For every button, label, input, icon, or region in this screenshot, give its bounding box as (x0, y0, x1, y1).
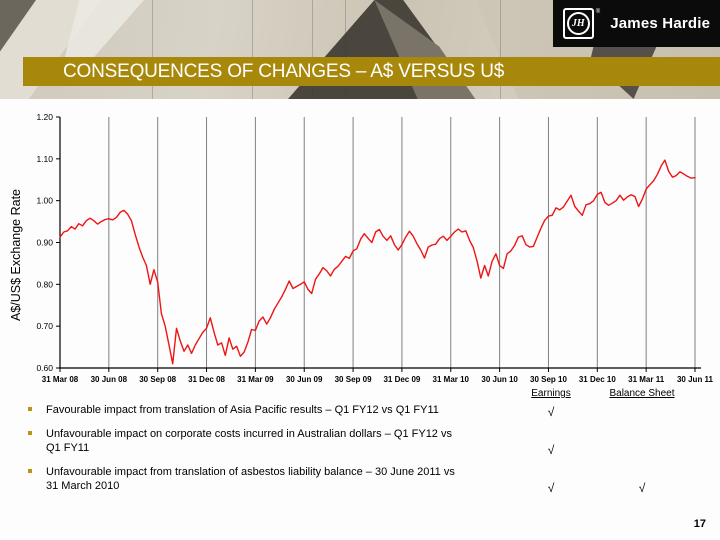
james-hardie-logo-icon: JH (562, 8, 594, 39)
y-tick-label: 0.60 (36, 363, 53, 373)
impact-row: Favourable impact from translation of As… (28, 403, 696, 418)
earnings-check: √ (547, 442, 555, 457)
x-tick-label: 30 Sep 08 (139, 375, 176, 384)
exchange-rate-chart-area: 0.60 0.70 0.80 0.90 1.00 1.10 1.20 31 Mar 08 30 … (0, 95, 720, 387)
impact-text: Unfavourable impact on corporate costs i… (28, 427, 510, 456)
logo-circle: JH (566, 12, 590, 35)
y-tick-label: 1.00 (36, 196, 53, 206)
x-tick-label: 31 Mar 08 (42, 375, 79, 384)
title-banner: CONSEQUENCES OF CHANGES – A$ VERSUS U$ (23, 57, 720, 86)
y-axis-label: A$/US$ Exchange Rate (9, 189, 23, 321)
registered-trademark-icon: ® (595, 8, 601, 15)
balance-sheet-column-header: Balance Sheet (609, 388, 675, 399)
bullet-square-icon (28, 407, 32, 411)
y-tick-label: 1.20 (36, 112, 53, 122)
impact-row: Unfavourable impact on corporate costs i… (28, 427, 696, 456)
x-tick-label: 31 Mar 09 (237, 375, 274, 384)
x-tick-label: 30 Sep 10 (530, 375, 567, 384)
balance-sheet-check: √ (638, 480, 646, 495)
impact-text: Favourable impact from translation of As… (28, 403, 510, 418)
impact-text-line: Unfavourable impact on corporate costs i… (46, 427, 452, 440)
impact-text-line: 31 March 2010 (46, 480, 120, 493)
page-number: 17 (693, 518, 706, 530)
x-tick-label: 31 Mar 10 (433, 375, 470, 384)
earnings-check: √ (547, 480, 555, 495)
x-tick-label: 30 Jun 11 (677, 375, 714, 384)
impacts-header-row: Earnings Balance Sheet (28, 388, 696, 403)
impacts-header-spacer (28, 388, 510, 403)
impact-text: Unfavourable impact from translation of … (28, 465, 510, 494)
logo-text: James Hardie (610, 15, 711, 32)
page-title: CONSEQUENCES OF CHANGES – A$ VERSUS U$ (63, 60, 505, 82)
x-tick-label: 31 Mar 11 (628, 375, 665, 384)
photo-seam (252, 0, 253, 99)
logo-monogram: JH (571, 17, 585, 29)
impact-text-line: Q1 FY11 (46, 442, 90, 455)
photo-seam (500, 0, 501, 99)
photo-seam (152, 0, 153, 99)
y-tick-label: 0.90 (36, 238, 53, 248)
photo-seam (345, 0, 346, 99)
y-tick-label: 0.70 (36, 321, 53, 331)
impact-text-line: Favourable impact from translation of As… (46, 404, 439, 416)
x-tick-label: 31 Dec 08 (188, 375, 225, 384)
earnings-check: √ (547, 404, 555, 419)
x-tick-label: 31 Dec 10 (579, 375, 616, 384)
earnings-column-header: Earnings (531, 388, 571, 399)
exchange-rate-line (59, 159, 696, 365)
impact-row: Unfavourable impact from translation of … (28, 465, 696, 494)
y-tick-label: 1.10 (36, 154, 53, 164)
y-tick-label: 0.80 (36, 279, 53, 289)
impacts-section: Earnings Balance Sheet Favourable impact… (28, 388, 696, 503)
exchange-rate-chart: 0.60 0.70 0.80 0.90 1.00 1.10 1.20 31 Mar 08 30 … (9, 112, 714, 384)
bullet-square-icon (28, 430, 32, 435)
company-logo: JH ® James Hardie (553, 0, 720, 47)
x-tick-label: 30 Jun 10 (481, 375, 518, 384)
x-tick-label: 31 Dec 09 (383, 375, 420, 384)
impacts-rows: Favourable impact from translation of As… (28, 403, 696, 494)
x-tick-label: 30 Jun 08 (91, 375, 128, 384)
x-tick-label: 30 Sep 09 (335, 375, 372, 384)
bullet-square-icon (28, 468, 32, 473)
x-tick-label: 30 Jun 09 (286, 375, 323, 384)
impact-text-line: Unfavourable impact from translation of … (46, 465, 455, 478)
photo-seam (312, 0, 313, 99)
